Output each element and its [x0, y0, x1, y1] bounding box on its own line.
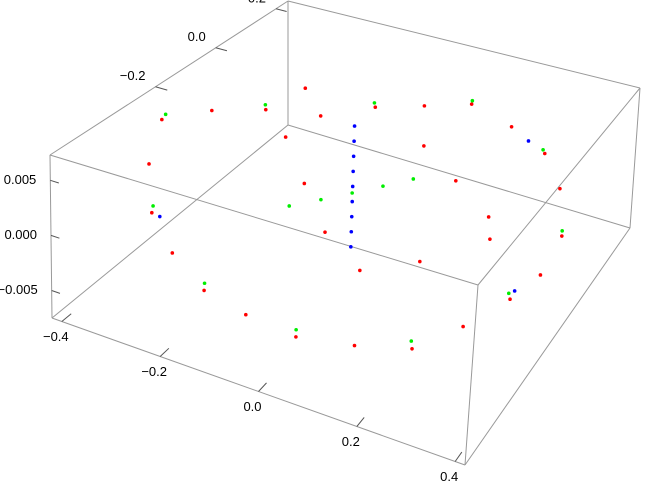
y-tick-label: 0.2: [248, 0, 266, 5]
x-tick: [258, 382, 267, 392]
point: [352, 343, 357, 348]
point: [294, 327, 298, 332]
point: [349, 214, 354, 219]
point: [147, 162, 151, 166]
point: [170, 251, 175, 255]
box-edge: [477, 87, 641, 286]
box-edge: [287, 124, 631, 229]
x-tick-label: 0.4: [440, 469, 458, 482]
point: [287, 204, 292, 208]
box-edge: [49, 154, 479, 286]
point: [469, 102, 474, 106]
box-edge: [51, 124, 289, 319]
point: [263, 102, 268, 107]
y-tick: [155, 86, 168, 91]
point: [163, 112, 168, 117]
x-tick: [159, 347, 170, 357]
point: [506, 291, 511, 296]
z-tick-label: 0.000: [4, 227, 37, 242]
point: [409, 339, 414, 343]
x-tick-label: −0.2: [141, 364, 167, 379]
point: [323, 230, 327, 234]
point: [151, 204, 155, 208]
point: [150, 210, 154, 215]
box-edge: [49, 0, 289, 156]
box-edge: [287, 0, 641, 89]
point: [372, 101, 377, 105]
point: [263, 107, 268, 112]
point: [350, 191, 354, 195]
point: [318, 114, 323, 118]
point: [244, 312, 248, 317]
point: [418, 259, 422, 264]
box-edge: [464, 284, 479, 466]
x-tick: [61, 313, 72, 322]
point: [349, 245, 353, 249]
point: [351, 169, 355, 174]
point: [283, 135, 288, 139]
z-tick: [50, 179, 59, 184]
y-tick-label: 0.0: [188, 29, 206, 44]
box-edge: [49, 154, 53, 319]
point: [202, 288, 206, 293]
point: [454, 178, 458, 183]
point: [158, 214, 162, 219]
z-tick-label: 0.005: [4, 172, 37, 187]
point: [202, 281, 207, 286]
point: [470, 98, 475, 103]
point: [560, 229, 564, 233]
point: [319, 197, 323, 202]
box-edge: [464, 227, 631, 466]
point: [411, 177, 416, 181]
y-tick: [215, 47, 228, 52]
point: [538, 273, 543, 277]
point: [351, 154, 356, 159]
point: [350, 199, 355, 204]
point: [160, 117, 164, 122]
point: [352, 139, 356, 143]
x-tick-label: 0.0: [243, 399, 261, 414]
point: [349, 229, 354, 234]
point: [294, 335, 298, 339]
point: [560, 234, 564, 238]
point: [210, 108, 214, 113]
point: [541, 147, 545, 152]
x-tick-label: 0.2: [342, 434, 360, 449]
point: [302, 181, 307, 186]
z-tick: [50, 234, 60, 239]
z-tick: [51, 289, 61, 294]
point: [526, 139, 531, 143]
z-tick-label: −0.005: [0, 282, 38, 297]
point: [509, 124, 514, 129]
box-edge: [629, 87, 641, 229]
x-tick: [454, 451, 463, 462]
point: [303, 86, 308, 91]
x-tick-label: −0.4: [43, 329, 69, 344]
point: [410, 346, 414, 351]
point: [486, 215, 491, 219]
x-tick: [356, 417, 365, 427]
point: [488, 237, 492, 241]
point: [542, 151, 547, 156]
y-tick-label: −0.2: [120, 68, 146, 83]
y-tick: [275, 8, 287, 12]
point: [358, 268, 362, 273]
point: [512, 289, 517, 293]
point: [422, 144, 426, 148]
point: [350, 184, 355, 189]
point: [373, 105, 378, 110]
point: [381, 184, 385, 188]
point: [352, 124, 357, 128]
point: [461, 324, 465, 329]
point: [558, 186, 562, 191]
point: [422, 104, 427, 108]
point: [508, 297, 512, 302]
